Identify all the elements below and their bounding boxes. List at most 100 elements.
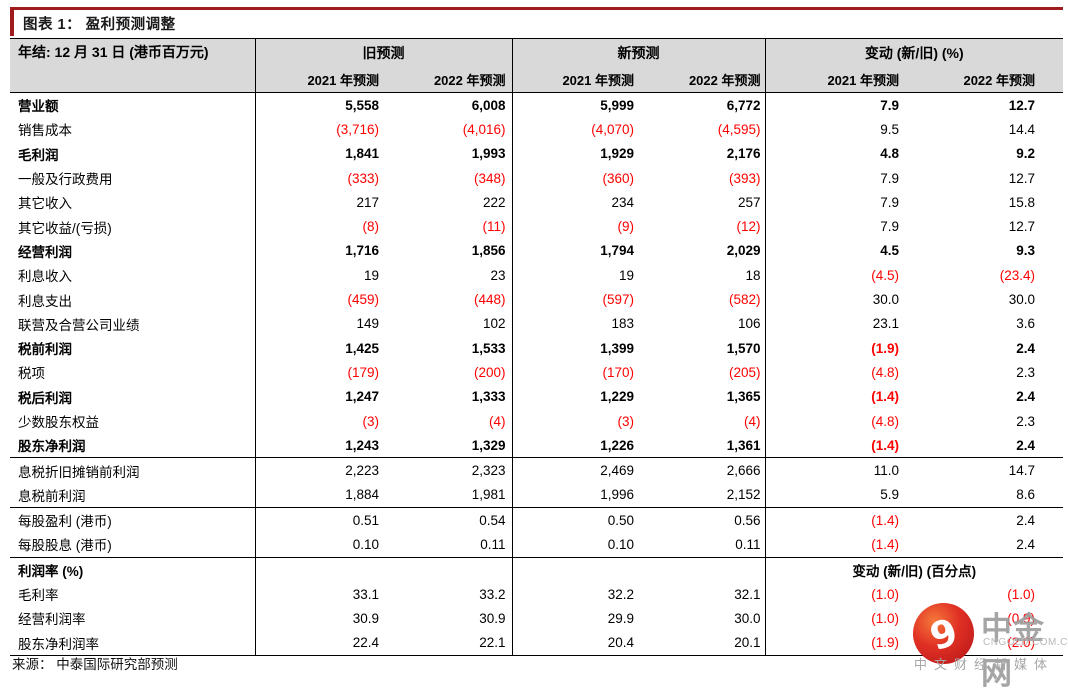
row-label: 利润率 (%) — [10, 557, 256, 582]
figure-title: 图表 1： 盈利预测调整 — [23, 16, 176, 33]
cell-chg-2021: 7.9 — [880, 194, 899, 210]
cell-chg-2021: 23.1 — [872, 316, 899, 332]
watermark: 9 中金网 CNGOLD.COM.CN 中文财经新媒体 — [905, 596, 1068, 691]
table-row: 每股股息 (港币) 0.10 0.11 0.10 0.11 (1.4) 2.4 — [10, 532, 1064, 558]
cell-old-2021: 0.51 — [352, 512, 379, 528]
cell-old-2022: 1,333 — [385, 384, 513, 409]
cell-chg-2021: (1.9) — [765, 630, 903, 656]
table-row: 税后利润 1,247 1,333 1,229 1,365 (1.4) 2.4 — [10, 384, 1063, 409]
table-row: 毛利润 1,841 1,993 1,929 2,176 4.8 9.2 — [10, 141, 1063, 166]
row-label: 税前利润 — [10, 335, 256, 361]
cell-old-2021: 1,243 — [255, 433, 385, 459]
cell-old-2022: 222 — [385, 190, 513, 215]
cell-old-2022: 1,329 — [385, 433, 513, 459]
cell-chg-2021: (1.4) — [765, 433, 903, 459]
cell-new-2021: 183 — [611, 316, 634, 332]
cell-old-2021: (8) — [362, 219, 380, 235]
table-row: 股东净利润 1,243 1,329 1,226 1,361 (1.4) 2.4 — [10, 433, 1064, 459]
cell-new-2021: 1,399 — [600, 340, 634, 356]
cell-new-2021: 1,229 — [600, 389, 634, 405]
cell-new-2021: (9) — [617, 219, 635, 235]
row-label: 股东净利润 — [10, 433, 256, 459]
cell-old-2022: (348) — [385, 165, 513, 191]
cell-new-2022: 1,361 — [640, 433, 766, 459]
cell-new-2022: 6,772 — [640, 92, 766, 118]
row-label: 每股盈利 (港币) — [10, 507, 256, 533]
cell-new-2021: (4,070) — [591, 121, 634, 137]
row-label: 每股股息 (港币) — [10, 532, 256, 558]
cell-old-2021: 1,425 — [345, 340, 379, 356]
section-old-forecast: 旧预测 — [255, 38, 513, 67]
cell-new-2021: 2,469 — [600, 463, 634, 479]
cell-new-2021: 5,999 — [600, 97, 634, 113]
cell-new-2022: 2,152 — [640, 482, 766, 509]
row-label: 毛利率 — [10, 581, 256, 607]
cell-old-2021: 30.9 — [352, 610, 379, 626]
figure-title-bar: 图表 1： 盈利预测调整 — [10, 7, 176, 36]
row-label: 毛利润 — [10, 141, 256, 166]
accent-bar — [10, 7, 14, 36]
table-row: 股东净利润率 22.4 22.1 20.4 20.1 (1.9) (2.0) — [10, 630, 1064, 656]
cell-old-2022: 22.1 — [385, 630, 513, 656]
cell-chg-2022: 9.3 — [1016, 243, 1036, 259]
section-new-forecast: 新预测 — [512, 38, 766, 67]
cell-old-2021: 1,884 — [255, 482, 385, 509]
cell-new-2022: 0.11 — [640, 532, 766, 558]
watermark-brand: 中金网 — [981, 611, 1045, 691]
cell-new-2021: 1,794 — [600, 243, 634, 259]
cell-new-2022: 30.0 — [640, 606, 766, 631]
table-row: 少数股东权益 (3) (4) (3) (4) (4.8) 2.3 — [10, 408, 1063, 434]
cell-new-2022: (582) — [640, 287, 766, 312]
cell-new-2022: 257 — [640, 190, 766, 215]
cell-old-2022: (11) — [385, 214, 513, 239]
section-change: 变动 (新/旧) (%) — [765, 38, 1064, 67]
cell-old-2022: (4) — [385, 408, 513, 434]
cell-new-2022: (4,595) — [640, 117, 766, 142]
cell-old-2021 — [255, 557, 385, 582]
cell-new-2022: (12) — [640, 214, 766, 239]
cell-old-2022: (4,016) — [385, 117, 513, 142]
cell-new-2022: 1,365 — [640, 384, 766, 409]
cell-chg-2022: 2.4 — [903, 532, 1064, 558]
cell-chg-2021: (4.8) — [871, 413, 899, 429]
cell-old-2021: 22.4 — [255, 630, 385, 656]
cell-new-2021: (597) — [602, 292, 634, 308]
cell-new-2021: 19 — [618, 267, 634, 283]
cell-old-2021: (333) — [347, 170, 379, 186]
cell-chg-2022: 2.4 — [903, 433, 1064, 459]
cell-new-2022: 0.56 — [640, 507, 766, 533]
cell-chg-2022: 15.8 — [1008, 194, 1036, 210]
table-row: 其它收益/(亏损) (8) (11) (9) (12) 7.9 12.7 — [10, 214, 1063, 239]
table-row: 联营及合营公司业绩 149 102 183 106 23.1 3.6 — [10, 311, 1063, 336]
cell-chg-2022: 2.3 — [1016, 364, 1036, 380]
watermark-tagline: 中文财经新媒体 — [914, 657, 1055, 672]
cell-chg-2021: 4.8 — [880, 146, 899, 162]
table-row: 一般及行政费用 (333) (348) (360) (393) 7.9 12.7 — [10, 165, 1063, 191]
top-accent-line — [10, 7, 1063, 10]
table-row: 销售成本 (3,716) (4,016) (4,070) (4,595) 9.5 14.4 — [10, 117, 1063, 142]
cell-chg-2022: 2.3 — [1016, 413, 1036, 429]
subheader-chg-2022: 2022 年预测 — [903, 67, 1064, 93]
table-body: 营业额 5,558 6,008 5,999 6,772 7.9 12.7 销售成本 (3,716… — [10, 92, 1064, 656]
cell-old-2021: 149 — [356, 316, 379, 332]
cell-old-2022: 6,008 — [385, 92, 513, 118]
cell-old-2022: (448) — [385, 287, 513, 312]
row-label: 一般及行政费用 — [10, 165, 256, 191]
cell-old-2021: 1,247 — [345, 389, 379, 405]
cell-chg-2022: 14.7 — [1008, 463, 1036, 479]
cell-chg-2022: 9.2 — [1016, 146, 1036, 162]
row-label: 销售成本 — [10, 117, 256, 142]
watermark-domain: CNGOLD.COM.CN — [983, 637, 1068, 648]
cell-new-2022: 2,176 — [640, 141, 766, 166]
row-label: 其它收益/(亏损) — [10, 214, 256, 239]
cell-new-2022: 2,029 — [640, 238, 766, 264]
forecast-table: 年结: 12 月 31 日 (港币百万元) 旧预测 新预测 变动 (新/旧) (… — [10, 38, 1064, 656]
row-label: 税后利润 — [10, 384, 256, 409]
row-label: 经营利润率 — [10, 606, 256, 631]
row-label: 联营及合营公司业绩 — [10, 311, 256, 336]
change-units-note: 变动 (新/旧) (百分点) — [852, 563, 977, 579]
cell-chg-2021: 5.9 — [765, 482, 903, 509]
cell-new-2021: 29.9 — [607, 610, 634, 626]
cell-chg-2022: 12.7 — [1008, 219, 1036, 235]
cell-new-2022: 2,666 — [640, 457, 766, 483]
